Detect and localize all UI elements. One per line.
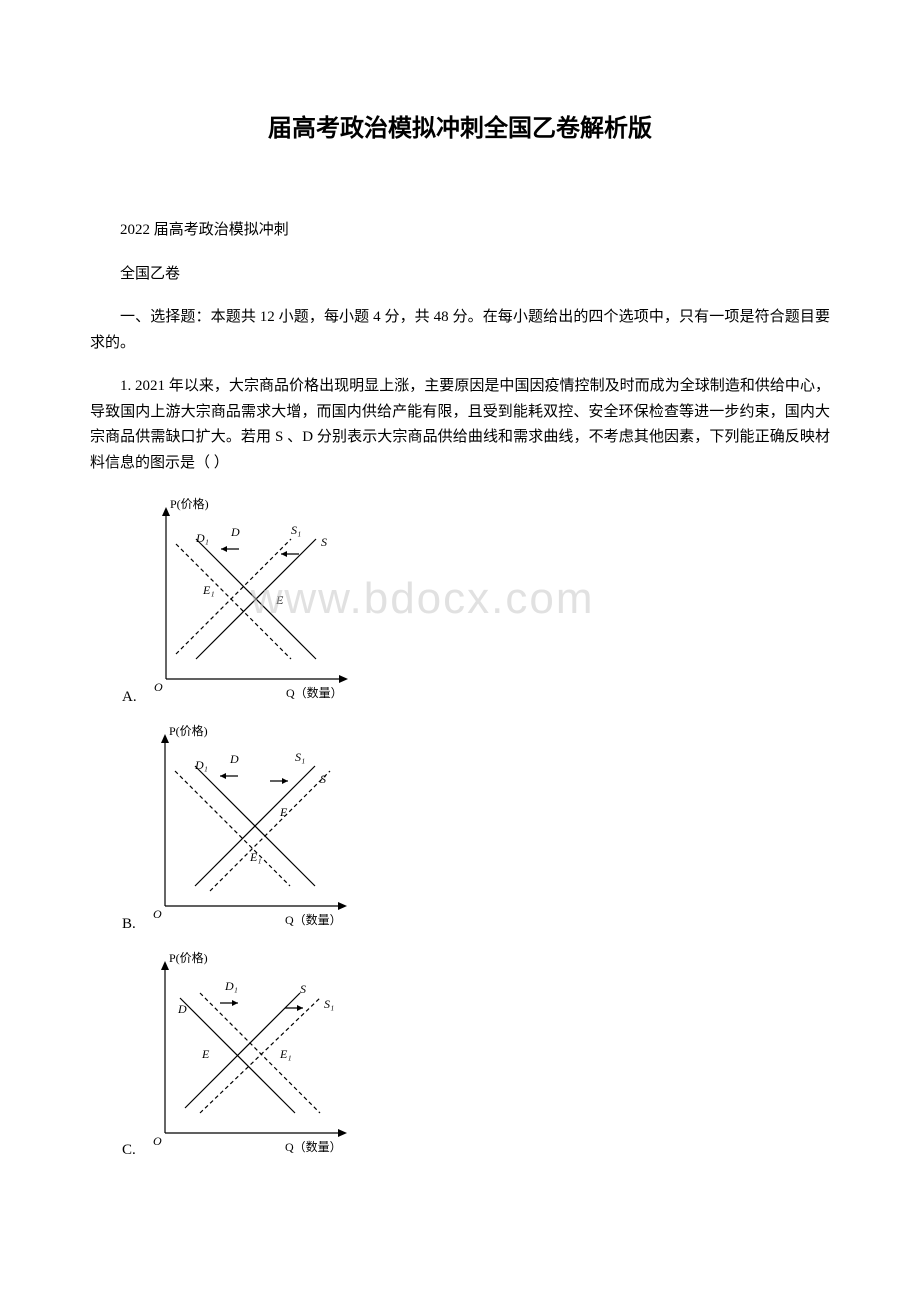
chart-b-svg: O P(价格) Q（数量） S₁ D₁ S D E E₁ [140,721,370,931]
svg-text:Q（数量）: Q（数量） [286,685,343,700]
svg-text:O: O [153,1134,162,1148]
option-row-a: A. www.bdocx.com OP(价格)Q（数量）S₁D₁SDEE₁ [122,494,830,713]
paragraph-heading-year: 2022 届高考政治模拟冲刺 [90,218,830,244]
svg-text:S: S [320,772,326,786]
svg-text:S: S [300,982,306,996]
svg-text:E: E [201,1047,210,1061]
svg-text:P(价格): P(价格) [169,723,208,738]
svg-text:E₁: E₁ [202,583,215,597]
chart-c: O P(价格) Q（数量） S₁ D₁ S D E E₁ [140,948,370,1167]
svg-text:P(价格): P(价格) [170,496,209,511]
svg-text:E: E [275,593,284,607]
document-title: 届高考政治模拟冲刺全国乙卷解析版 [90,110,830,148]
svg-text:D: D [229,752,239,766]
svg-text:S₁: S₁ [324,997,334,1011]
option-letter-c: C. [122,1138,136,1162]
svg-text:Q（数量）: Q（数量） [285,912,342,927]
svg-text:Q（数量）: Q（数量） [285,1139,342,1154]
paragraph-paper-name: 全国乙卷 [90,262,830,288]
option-letter-a: A. [122,685,137,709]
paragraph-section-instructions: 一、选择题：本题共 12 小题，每小题 4 分，共 48 分。在每小题给出的四个… [90,305,830,356]
svg-text:D₁: D₁ [224,979,238,993]
svg-text:D: D [230,525,240,539]
svg-text:E₁: E₁ [249,850,262,864]
svg-text:P(价格): P(价格) [169,950,208,965]
paragraph-question-1: 1. 2021 年以来，大宗商品价格出现明显上涨，主要原因是中国因疫情控制及时而… [90,374,830,476]
chart-a: www.bdocx.com OP(价格)Q（数量）S₁D₁SDEE₁ [141,494,371,713]
svg-text:O: O [153,907,162,921]
svg-text:S₁: S₁ [295,750,305,764]
option-row-b: B. O P(价格) Q（数量） S₁ D₁ S D E E₁ [122,721,830,940]
svg-text:D: D [177,1002,187,1016]
svg-text:E₁: E₁ [279,1047,292,1061]
svg-text:O: O [154,680,163,694]
svg-text:E: E [279,805,288,819]
svg-text:S₁: S₁ [291,523,301,537]
chart-c-svg: O P(价格) Q（数量） S₁ D₁ S D E E₁ [140,948,370,1158]
chart-a-svg: O P(价格) Q（数量） S₁ D₁ S D E E₁ [141,494,371,704]
option-letter-b: B. [122,912,136,936]
svg-text:D₁: D₁ [194,758,208,772]
svg-text:D₁: D₁ [195,531,209,545]
chart-b: O P(价格) Q（数量） S₁ D₁ S D E E₁ [140,721,370,940]
svg-text:S: S [321,535,327,549]
option-row-c: C. O P(价格) Q（数量） S₁ D₁ S D E E₁ [122,948,830,1167]
